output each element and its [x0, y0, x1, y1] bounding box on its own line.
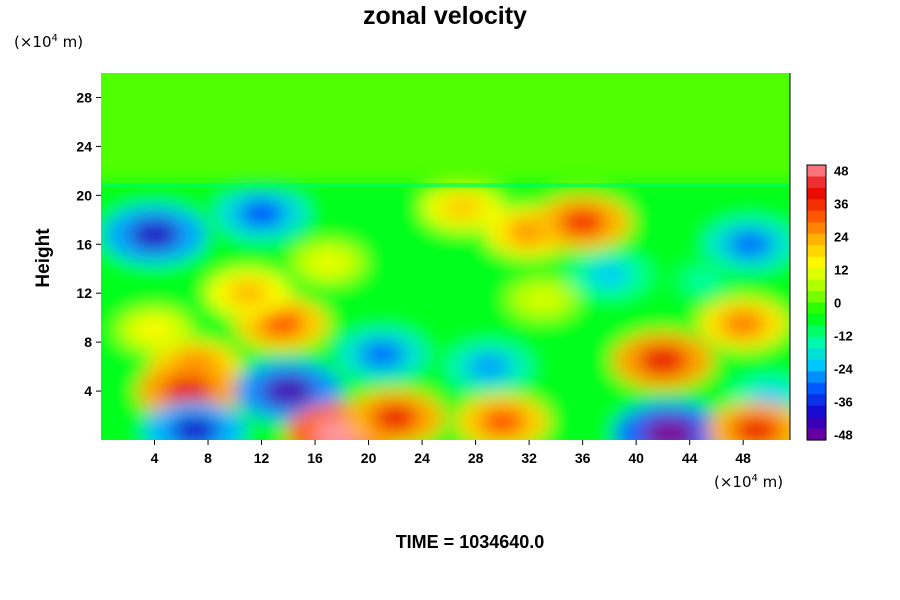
colorbar-band [807, 291, 826, 304]
colorbar-tick-label: -24 [834, 362, 854, 377]
x-tick-label: 40 [628, 450, 644, 466]
y-tick-label: 16 [76, 236, 92, 252]
colorbar-band [807, 313, 826, 327]
time-annotation: TIME = 1034640.0 [395, 532, 545, 552]
colorbar-tick-label: 24 [834, 230, 849, 245]
field-feature-core [135, 318, 174, 342]
colorbar-band [807, 268, 826, 281]
x-tick-label: 12 [254, 450, 270, 466]
heatmap-field [101, 73, 790, 440]
field-feature-core [726, 230, 773, 259]
y-tick-label: 20 [76, 187, 92, 203]
colorbar-band [807, 371, 826, 384]
x-axis-unit: (×104 m) [714, 473, 783, 491]
colorbar-band [807, 382, 826, 395]
colorbar-band [807, 279, 826, 292]
y-unit-prefix: (×10 [14, 33, 52, 51]
field-feature-core [310, 251, 347, 275]
field-feature-core [637, 345, 689, 376]
x-tick-label: 24 [414, 450, 430, 466]
y-axis-label: Height [33, 228, 54, 288]
field-feature-core [641, 417, 698, 440]
y-axis-unit: (×104 m) [14, 33, 83, 51]
colorbar-tick-label: 12 [834, 263, 848, 278]
colorbar-tick-label: 0 [834, 296, 841, 311]
field-feature-core [720, 310, 766, 338]
field-feature-core [261, 374, 316, 408]
field-feature-core [467, 353, 511, 381]
y-tick-label: 12 [76, 285, 92, 301]
field-feature-core [731, 415, 782, 440]
x-tick-label: 28 [468, 450, 484, 466]
colorbar-band [807, 256, 826, 269]
field-feature-core [128, 218, 181, 251]
y-tick-label: 8 [84, 334, 92, 350]
field-feature-core [227, 280, 270, 307]
colorbar-band [807, 210, 826, 223]
colorbar-band [807, 165, 826, 178]
y-unit-exponent: 4 [51, 33, 58, 44]
x-tick-label: 44 [682, 450, 698, 466]
field-feature-core [588, 261, 631, 288]
field-feature-core [169, 414, 221, 440]
chart-title: zonal velocity [363, 2, 527, 30]
colorbar-tick-label: 36 [834, 197, 848, 212]
colorbar-band [807, 417, 826, 430]
colorbar-tick-label: -36 [834, 395, 853, 410]
field-feature-core [258, 309, 306, 339]
colorbar-band [807, 302, 826, 315]
field-feature-core [162, 375, 214, 407]
x-tick-label: 16 [307, 450, 323, 466]
colorbar: 48 36 24 12 0 -12 -24 -36 -48 [806, 164, 854, 443]
colorbar-band [807, 359, 826, 372]
x-tick-label: 36 [575, 450, 591, 466]
field-feature-core [478, 407, 526, 436]
upper-layer [101, 73, 790, 184]
y-unit-suffix: m) [57, 33, 84, 51]
x-unit-suffix: m) [757, 473, 784, 491]
field-feature-core [558, 207, 608, 238]
x-unit-exponent: 4 [751, 473, 758, 484]
colorbar-band [807, 325, 826, 338]
interface-band [101, 183, 790, 188]
colorbar-band [807, 428, 826, 441]
colorbar-band [807, 245, 826, 258]
x-tick-label: 20 [361, 450, 377, 466]
field-feature-core [684, 269, 722, 293]
colorbar-band [807, 336, 826, 349]
colorbar-band [807, 394, 826, 407]
turbulent-layer [101, 183, 790, 440]
y-tick-label: 28 [76, 89, 92, 105]
x-unit-prefix: (×10 [714, 473, 752, 491]
field-feature-core [238, 199, 286, 228]
colorbar-band [807, 233, 826, 246]
field-feature-core [358, 340, 405, 369]
field-feature-core [441, 194, 483, 221]
x-tick-label: 4 [151, 450, 159, 466]
colorbar-frame [806, 164, 827, 441]
colorbar-band [807, 187, 826, 200]
colorbar-band [807, 199, 826, 212]
colorbar-tick-label: -12 [834, 329, 853, 344]
plot-area [101, 73, 790, 440]
colorbar-band [807, 405, 826, 418]
colorbar-band [807, 222, 826, 235]
colorbar-tick-label: -48 [834, 428, 853, 443]
y-tick-label: 24 [76, 138, 92, 154]
colorbar-tick-label: 48 [834, 164, 848, 179]
field-feature-core [524, 288, 561, 311]
x-tick-label: 8 [204, 450, 212, 466]
colorbar-band [807, 348, 826, 361]
y-tick-label: 4 [84, 383, 92, 399]
field-feature-core [370, 402, 421, 434]
x-tick-label: 32 [521, 450, 537, 466]
colorbar-band [807, 176, 826, 189]
x-tick-label: 48 [735, 450, 751, 466]
